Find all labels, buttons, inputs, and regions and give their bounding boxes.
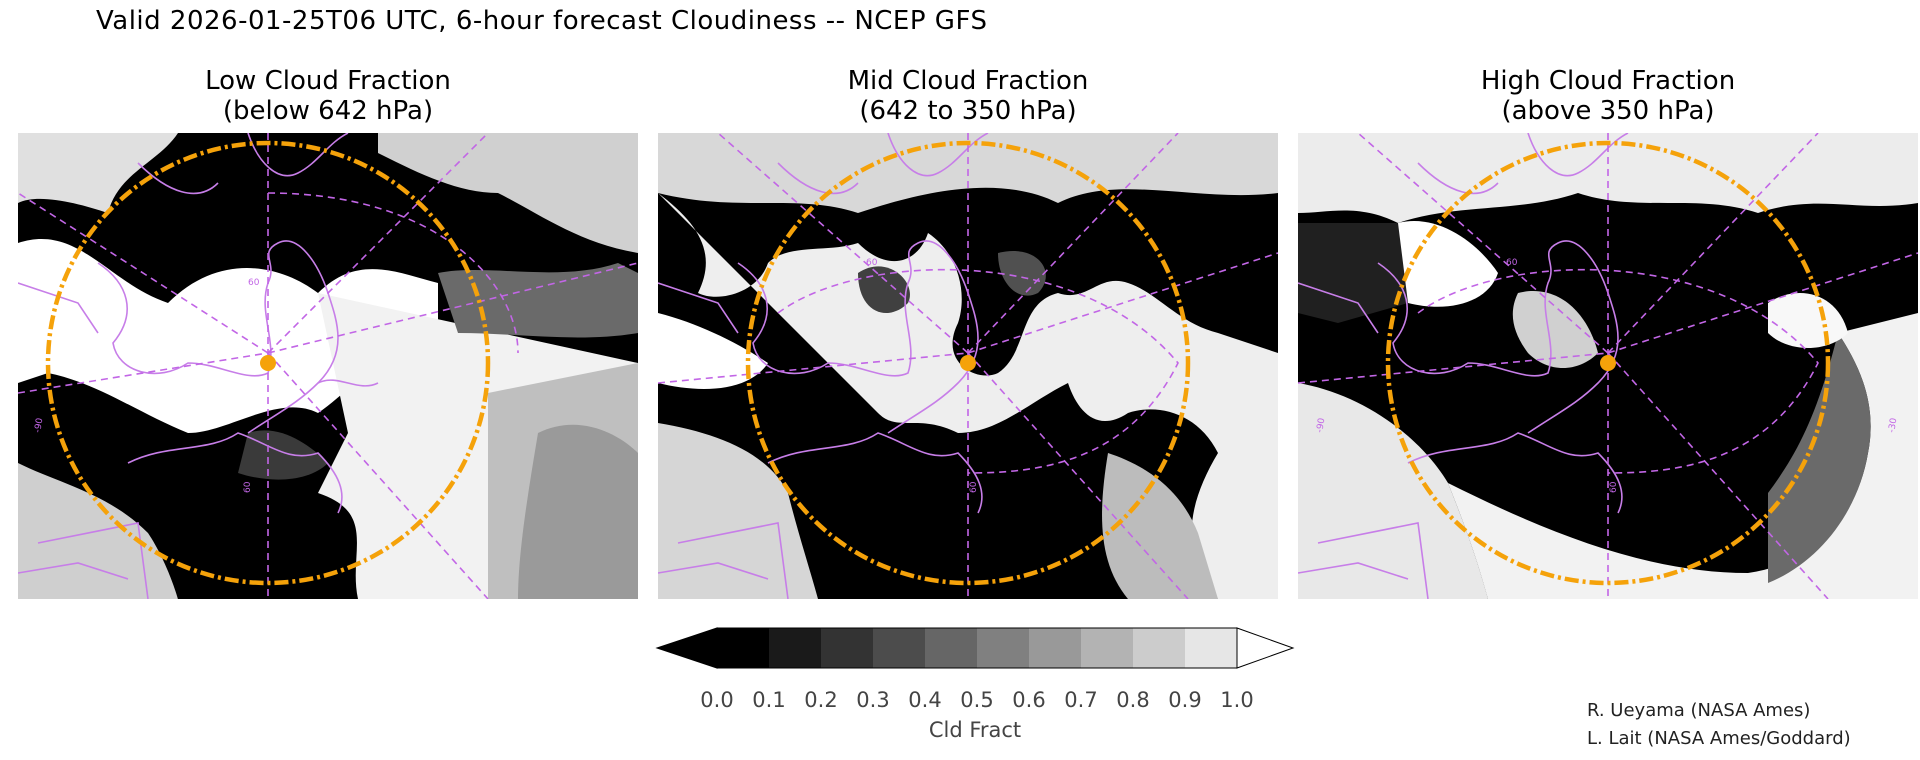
map-panel-low-cloud: 60 60 -90 (18, 133, 638, 599)
lon-west-label: -90 (33, 417, 45, 433)
colorbar-tick: 1.0 (1220, 688, 1254, 712)
colorbar-tick: 0.5 (960, 688, 994, 712)
colorbar (655, 627, 1295, 669)
center-marker (1600, 355, 1616, 371)
colorbar-tick: 0.2 (804, 688, 838, 712)
credit-line-1: R. Ueyama (NASA Ames) (1587, 700, 1811, 721)
colorbar-tick: 0.3 (856, 688, 890, 712)
lat-60-label-south: 60 (243, 481, 253, 493)
panel-title-line1: High Cloud Fraction (1480, 66, 1736, 96)
colorbar-overflow-triangle (1236, 627, 1295, 669)
colorbar-cell (821, 628, 873, 668)
panel-title-line2: (above 350 hPa) (1501, 96, 1715, 126)
colorbar-tick: 0.9 (1168, 688, 1202, 712)
center-marker (260, 355, 276, 371)
flight-range-circle (45, 140, 491, 586)
colorbar-tick: 0.4 (908, 688, 942, 712)
colorbar-cell (873, 628, 925, 668)
colorbar-tick: 0.0 (700, 688, 734, 712)
coastline-lines (18, 133, 379, 599)
credit-line-2: L. Lait (NASA Ames/Goddard) (1587, 728, 1851, 749)
panel-title-low: Low Cloud Fraction (below 642 hPa) (18, 66, 638, 126)
colorbar-frame (716, 627, 1238, 669)
colorbar-cell (769, 628, 821, 668)
high-cloud-map: 60 60 -90 -30 (1298, 133, 1918, 599)
colorbar-underflow-triangle (655, 627, 718, 669)
colorbar-cell (925, 628, 977, 668)
colorbar-cell (977, 628, 1029, 668)
flight-range-circle (1385, 140, 1831, 586)
coastline-lines (1298, 133, 1629, 599)
low-cloud-map: 60 60 -90 (18, 133, 638, 599)
panel-title-line1: Low Cloud Fraction (205, 66, 451, 96)
panel-title-high: High Cloud Fraction (above 350 hPa) (1298, 66, 1918, 126)
panel-title-line1: Mid Cloud Fraction (847, 66, 1089, 96)
map-panel-mid-cloud: 60 60 (658, 133, 1278, 599)
mid-cloud-map: 60 60 (658, 133, 1278, 599)
colorbar-unit-label: Cld Fract (928, 718, 1022, 742)
colorbar-cell (1081, 628, 1133, 668)
colorbar-tick: 0.6 (1012, 688, 1046, 712)
center-marker (960, 355, 976, 371)
colorbar-cell (1029, 628, 1081, 668)
lat-60-label: 60 (866, 258, 878, 268)
colorbar-tick-labels: 0.0 0.1 0.2 0.3 0.4 0.5 0.6 0.7 0.8 0.9 … (0, 688, 1920, 718)
colorbar-tick: 0.7 (1064, 688, 1098, 712)
coastline-lines (658, 133, 989, 599)
flight-range-circle (745, 140, 1191, 586)
graticule-lines (658, 133, 1278, 599)
colorbar-cell (1185, 628, 1237, 668)
colorbar-cell (1133, 628, 1185, 668)
graticule-lines (18, 133, 638, 599)
colorbar-tick: 0.8 (1116, 688, 1150, 712)
lat-60-label: 60 (248, 278, 260, 288)
lat-60-label-south: 60 (969, 481, 979, 493)
lon-east-label: -30 (1887, 417, 1899, 433)
colorbar-tick: 0.1 (752, 688, 786, 712)
panel-title-line2: (642 to 350 hPa) (859, 96, 1077, 126)
panel-title-line2: (below 642 hPa) (222, 96, 434, 126)
lon-west-label: -90 (1315, 417, 1327, 433)
panel-title-mid: Mid Cloud Fraction (642 to 350 hPa) (658, 66, 1278, 126)
map-panel-high-cloud: 60 60 -90 -30 (1298, 133, 1918, 599)
figure-title: Valid 2026-01-25T06 UTC, 6-hour forecast… (96, 6, 988, 36)
lat-60-label-south: 60 (1609, 481, 1619, 493)
colorbar-cell (717, 628, 769, 668)
lat-60-label: 60 (1506, 258, 1518, 268)
